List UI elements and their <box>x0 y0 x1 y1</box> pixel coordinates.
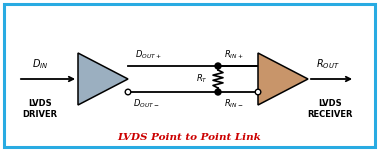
Polygon shape <box>78 53 128 105</box>
Text: $R_{OUT}$: $R_{OUT}$ <box>316 57 340 71</box>
Circle shape <box>125 89 131 95</box>
Text: LVDS Point to Point Link: LVDS Point to Point Link <box>117 133 261 143</box>
Text: $D_{OUT+}$: $D_{OUT+}$ <box>135 48 161 61</box>
Text: $R_T$: $R_T$ <box>196 73 208 85</box>
Circle shape <box>215 89 221 95</box>
Circle shape <box>255 89 261 95</box>
FancyBboxPatch shape <box>4 4 375 147</box>
Text: $R_{IN-}$: $R_{IN-}$ <box>224 97 243 109</box>
Text: LVDS
RECEIVER: LVDS RECEIVER <box>307 99 353 119</box>
Polygon shape <box>258 53 308 105</box>
Text: $D_{OUT-}$: $D_{OUT-}$ <box>133 97 160 109</box>
Text: LVDS
DRIVER: LVDS DRIVER <box>22 99 58 119</box>
Text: $D_{IN}$: $D_{IN}$ <box>32 57 48 71</box>
Text: $R_{IN+}$: $R_{IN+}$ <box>224 48 243 61</box>
Circle shape <box>215 63 221 69</box>
